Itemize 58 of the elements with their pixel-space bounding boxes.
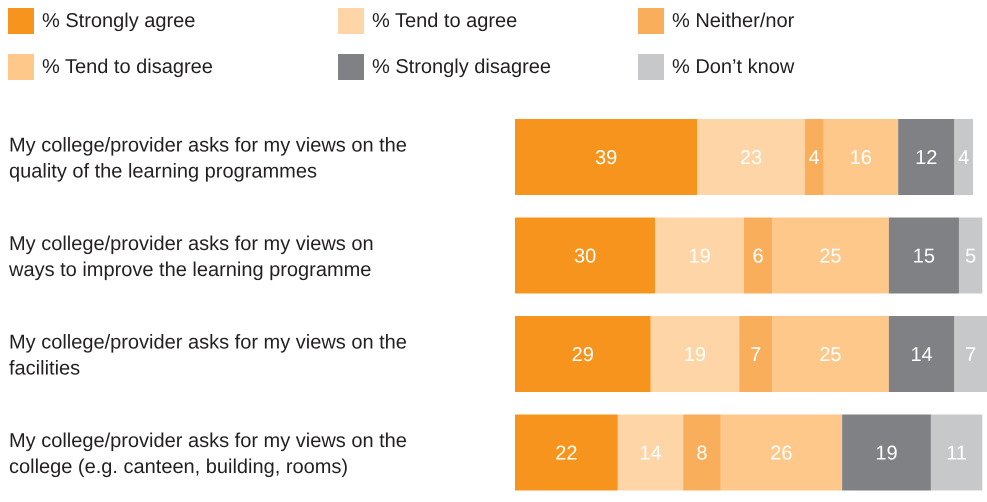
bar	[958, 218, 982, 294]
y-tick-label: My college/provider asks for my views on the quality of the learning programmes	[9, 134, 407, 182]
data-label: 16	[850, 147, 872, 170]
data-label: 25	[819, 344, 842, 366]
data-label: 7	[965, 344, 976, 366]
data-label: 30	[574, 246, 596, 268]
bar	[772, 218, 889, 294]
bar	[515, 119, 698, 195]
bar	[618, 414, 684, 490]
bar	[898, 119, 954, 195]
bar	[930, 414, 982, 490]
data-label: 8	[696, 442, 708, 465]
bar	[954, 316, 987, 392]
bar	[650, 316, 740, 392]
y-tick-label: My college/provider asks for my views on ways to improve the learning programme	[8, 232, 374, 281]
legend-label: % Strongly disagree	[372, 56, 551, 78]
data-label: 7	[750, 344, 762, 366]
data-label: 11	[946, 442, 968, 465]
data-label: 25	[819, 246, 842, 268]
data-label: 39	[595, 147, 618, 170]
bar	[655, 218, 744, 294]
bar	[683, 414, 721, 490]
data-label: 19	[684, 344, 706, 366]
legend-label: % Strongly agree	[42, 10, 196, 32]
data-label: 23	[740, 147, 762, 170]
bar	[739, 316, 772, 392]
bar	[772, 316, 889, 392]
data-label: 4	[808, 147, 820, 170]
bar	[697, 119, 805, 195]
data-label: 22	[555, 442, 578, 465]
legend-label: % Tend to disagree	[42, 56, 213, 78]
bar	[823, 119, 898, 195]
bar	[720, 414, 842, 490]
data-label: 6	[752, 246, 764, 268]
legend-label: % Neither/nor	[672, 10, 794, 32]
data-label: 26	[770, 442, 792, 465]
y-tick-label: My college/provider asks for my views on the college (e.g. canteen, building, rooms)	[9, 430, 407, 478]
bar	[842, 414, 931, 490]
y-tick-label: My college/provider asks for my views on the facilities	[9, 331, 407, 380]
bar	[954, 119, 973, 195]
data-label: 19	[875, 442, 898, 465]
bar	[515, 414, 618, 490]
bar	[515, 316, 651, 392]
data-label: 29	[572, 344, 594, 366]
bar	[744, 218, 772, 294]
data-label: 5	[965, 246, 976, 268]
bar	[515, 218, 656, 294]
legend-label: % Don’t know	[672, 56, 794, 78]
data-label: 19	[688, 246, 711, 268]
bar	[888, 316, 954, 392]
data-label: 12	[915, 147, 938, 170]
bar	[888, 218, 959, 294]
legend-label: % Tend to agree	[372, 10, 518, 32]
data-label: 4	[958, 147, 970, 170]
bar	[804, 119, 824, 195]
data-label: 15	[912, 246, 936, 268]
data-label: 14	[639, 442, 662, 465]
data-label: 14	[910, 344, 933, 366]
